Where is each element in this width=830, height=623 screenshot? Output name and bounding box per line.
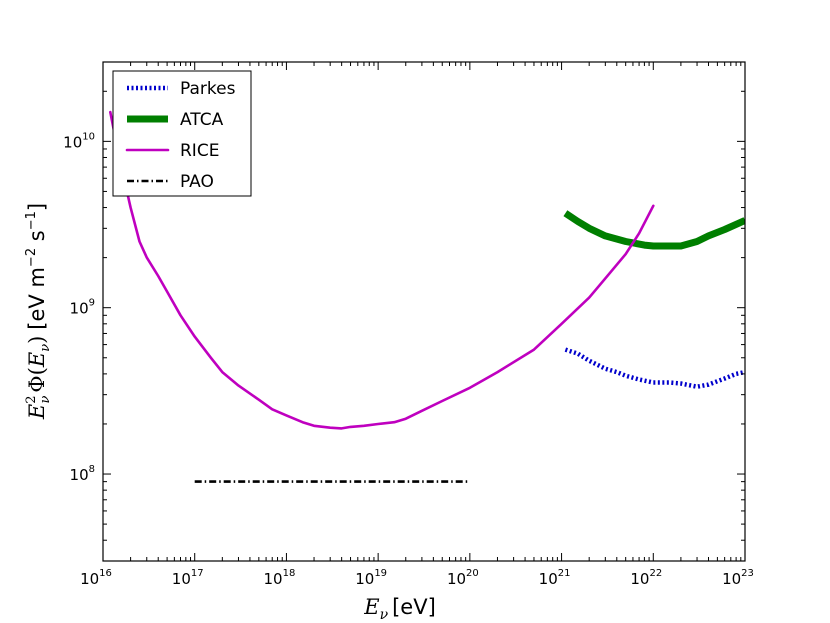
y-tick-label: 109 <box>70 298 95 318</box>
x-tick-label: 1018 <box>264 568 296 588</box>
series-line-rice <box>109 110 655 430</box>
tick-layer: 1016 1017 1018 1019 1020 1021 1022 1023 108 109 10… <box>63 62 754 588</box>
plot-frame <box>102 61 746 562</box>
x-tick-label: 1019 <box>355 568 387 588</box>
legend-label-parkes: Parkes <box>180 79 236 99</box>
legend-label-atca: ATCA <box>180 110 224 130</box>
series-line-parkes <box>564 347 745 389</box>
legend-label-rice: RICE <box>180 141 219 161</box>
x-axis-label: Eν [eV] <box>363 595 436 623</box>
series-layer <box>109 110 745 483</box>
x-tick-label: 1022 <box>630 568 662 588</box>
x-tick-label: 1023 <box>722 568 754 588</box>
x-tick-label: 1017 <box>172 568 204 588</box>
x-tick-label: 1021 <box>539 568 571 588</box>
x-tick-label: 1020 <box>447 568 479 588</box>
y-axis-label: E2νΦ(Eν)[eV m−2 s−1] <box>24 203 53 420</box>
x-tick-label: 1016 <box>80 568 112 588</box>
series-line-atca <box>563 210 745 250</box>
y-tick-label: 108 <box>70 464 95 484</box>
legend-box <box>112 70 252 197</box>
legend: Parkes ATCA RICE PAO <box>112 70 252 197</box>
legend-label-pao: PAO <box>180 172 214 192</box>
y-tick-label: 1010 <box>63 131 95 151</box>
